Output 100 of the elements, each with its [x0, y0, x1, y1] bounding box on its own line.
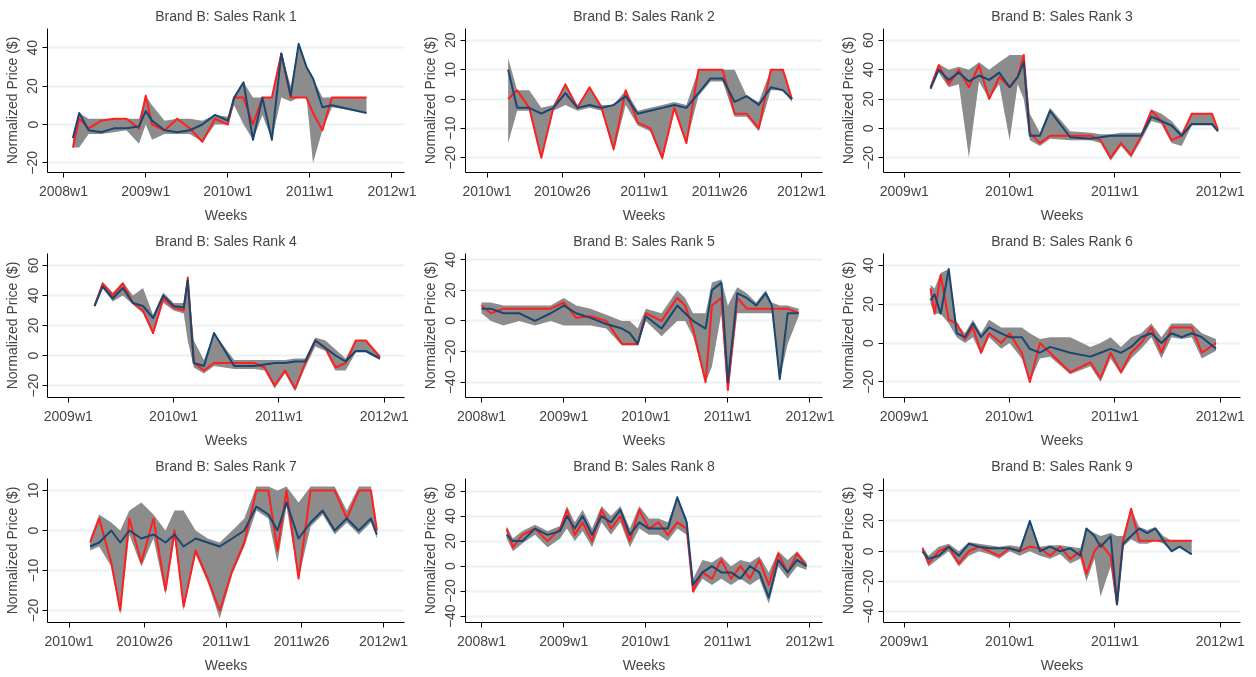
- x-tick-label: 2011w1: [703, 407, 753, 424]
- y-tick-label: −20: [442, 339, 459, 364]
- x-tick-label: 2009w1: [879, 407, 930, 424]
- y-tick-label: 0: [860, 338, 877, 347]
- y-tick-label: −20: [24, 373, 41, 398]
- y-tick-label: 10: [24, 482, 41, 499]
- y-tick-label: −20: [24, 150, 41, 175]
- y-tick-label: −20: [860, 369, 877, 394]
- y-tick-label: 20: [860, 512, 877, 529]
- y-tick-label: 0: [442, 562, 459, 571]
- x-axis-title: Weeks: [204, 431, 248, 448]
- x-tick-label: 2012w1: [359, 407, 410, 424]
- x-tick-label: 2012w1: [367, 182, 417, 199]
- y-tick-label: −20: [442, 145, 459, 170]
- chart-title: Brand B: Sales Rank 8: [573, 457, 716, 474]
- y-tick-label: 40: [442, 508, 459, 524]
- y-tick-label: −40: [442, 604, 459, 629]
- x-tick-label: 2011w1: [1090, 182, 1140, 199]
- y-tick-label: 20: [24, 78, 41, 94]
- x-tick-label: 2012w1: [785, 407, 835, 424]
- x-tick-label: 2012w1: [358, 632, 409, 649]
- y-tick-label: 20: [442, 282, 459, 299]
- x-tick-label: 2011w26: [691, 182, 748, 199]
- y-tick-label: −40: [860, 599, 877, 624]
- chart-title: Brand B: Sales Rank 7: [155, 457, 298, 474]
- y-tick-label: 0: [24, 120, 41, 129]
- y-tick-label: 60: [442, 483, 459, 499]
- x-tick-label: 2009w1: [121, 182, 171, 199]
- y-tick-label: 10: [442, 61, 459, 78]
- x-tick-label: 2011w1: [285, 182, 335, 199]
- x-tick-label: 2010w1: [985, 632, 1035, 649]
- x-tick-label: 2010w1: [44, 632, 94, 649]
- x-tick-label: 2012w1: [1195, 632, 1246, 649]
- x-tick-label: 2011w1: [1090, 632, 1140, 649]
- x-axis-title: Weeks: [622, 656, 666, 673]
- chart-title: Brand B: Sales Rank 6: [991, 232, 1134, 249]
- x-tick-label: 2009w1: [879, 632, 930, 649]
- x-tick-label: 2009w1: [43, 407, 94, 424]
- x-tick-label: 2011w1: [254, 407, 304, 424]
- y-tick-label: 60: [860, 32, 877, 49]
- x-tick-label: 2011w1: [703, 632, 753, 649]
- y-tick-label: 20: [442, 32, 459, 49]
- x-tick-label: 2012w1: [1195, 182, 1246, 199]
- y-axis-title: Normalized Price ($): [3, 36, 20, 165]
- x-axis-title: Weeks: [1040, 431, 1084, 448]
- x-tick-label: 2009w1: [539, 407, 589, 424]
- y-axis-title: Normalized Price ($): [3, 261, 20, 390]
- x-tick-label: 2009w1: [539, 632, 589, 649]
- y-tick-label: 20: [860, 296, 877, 312]
- y-axis-title: Normalized Price ($): [839, 36, 856, 165]
- chart-title: Brand B: Sales Rank 1: [155, 7, 298, 24]
- y-axis-title: Normalized Price ($): [421, 261, 438, 390]
- y-tick-label: 40: [24, 39, 41, 56]
- x-tick-label: 2008w1: [38, 182, 89, 199]
- x-tick-label: 2010w26: [115, 632, 174, 649]
- y-tick-label: −40: [442, 370, 459, 395]
- y-tick-label: −10: [442, 116, 459, 141]
- x-tick-label: 2010w1: [203, 182, 253, 199]
- y-tick-label: −20: [860, 569, 877, 594]
- y-axis-title: Normalized Price ($): [3, 486, 20, 615]
- y-tick-label: −10: [24, 558, 41, 583]
- y-tick-label: −20: [24, 598, 41, 623]
- x-tick-label: 2012w1: [776, 182, 827, 199]
- y-tick-label: 0: [442, 94, 459, 103]
- x-tick-label: 2008w1: [456, 407, 507, 424]
- y-tick-label: −20: [860, 145, 877, 170]
- y-tick-label: 0: [860, 547, 877, 556]
- y-tick-label: 0: [24, 526, 41, 535]
- x-tick-label: 2010w1: [621, 407, 671, 424]
- y-tick-label: 40: [860, 61, 877, 78]
- chart-title: Brand B: Sales Rank 3: [991, 7, 1134, 24]
- x-tick-label: 2009w1: [879, 182, 930, 199]
- x-tick-label: 2012w1: [785, 632, 835, 649]
- chart-title: Brand B: Sales Rank 5: [573, 232, 716, 249]
- x-axis-title: Weeks: [1040, 656, 1084, 673]
- y-tick-label: 40: [24, 287, 41, 304]
- x-tick-label: 2011w1: [620, 182, 669, 199]
- y-axis-title: Normalized Price ($): [421, 486, 438, 615]
- y-axis-title: Normalized Price ($): [839, 486, 856, 615]
- x-tick-label: 2010w1: [985, 182, 1035, 199]
- x-axis-title: Weeks: [204, 206, 248, 223]
- chart-title: Brand B: Sales Rank 2: [573, 7, 716, 24]
- y-tick-label: 40: [442, 251, 459, 268]
- x-tick-label: 2012w1: [1195, 407, 1246, 424]
- x-tick-label: 2011w1: [202, 632, 251, 649]
- x-tick-label: 2008w1: [456, 632, 507, 649]
- x-tick-label: 2011w26: [273, 632, 330, 649]
- y-axis-title: Normalized Price ($): [839, 261, 856, 390]
- chart-title: Brand B: Sales Rank 9: [991, 457, 1134, 474]
- x-axis-title: Weeks: [622, 431, 666, 448]
- chart-title: Brand B: Sales Rank 4: [155, 232, 298, 249]
- x-tick-label: 2010w26: [533, 182, 592, 199]
- x-axis-title: Weeks: [622, 206, 666, 223]
- x-tick-label: 2010w1: [985, 407, 1035, 424]
- x-tick-label: 2010w1: [149, 407, 199, 424]
- y-tick-label: 40: [860, 257, 877, 273]
- x-axis-title: Weeks: [204, 656, 248, 673]
- y-tick-label: 20: [860, 91, 877, 107]
- y-tick-label: 0: [860, 124, 877, 133]
- y-tick-label: 40: [860, 482, 877, 499]
